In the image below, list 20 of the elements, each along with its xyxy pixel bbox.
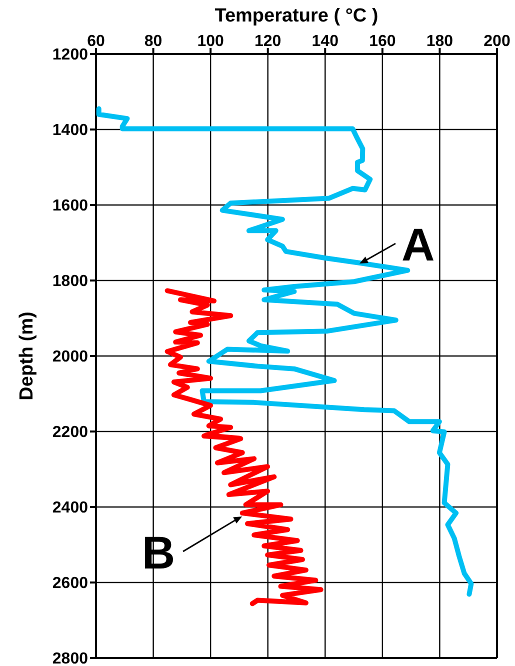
y-tick-label: 1600 <box>52 198 88 215</box>
annotation: A <box>402 218 435 271</box>
x-tick-label: 100 <box>197 33 224 50</box>
x-tick-label: 200 <box>484 33 510 50</box>
y-tick-label: 1400 <box>52 122 88 140</box>
x-axis-title: Temperature ( °C ) <box>214 5 378 26</box>
y-tick-label: 2000 <box>52 348 88 366</box>
x-tick-label: 60 <box>87 33 105 50</box>
y-tick-label: 2400 <box>52 500 88 517</box>
x-tick-label: 140 <box>312 33 339 50</box>
x-tick-label: 120 <box>254 33 282 50</box>
x-tick-label: 180 <box>426 33 454 50</box>
y-tick-label: 1800 <box>52 273 88 290</box>
y-axis-title: Depth (m) <box>16 312 38 400</box>
y-tick-label: 2600 <box>52 575 88 592</box>
x-tick-label: 80 <box>144 33 162 50</box>
y-tick-label: 2200 <box>52 424 88 442</box>
y-tick-label: 1200 <box>52 46 88 64</box>
y-tick-label: 2800 <box>52 650 88 666</box>
x-tick-label: 160 <box>369 33 396 50</box>
